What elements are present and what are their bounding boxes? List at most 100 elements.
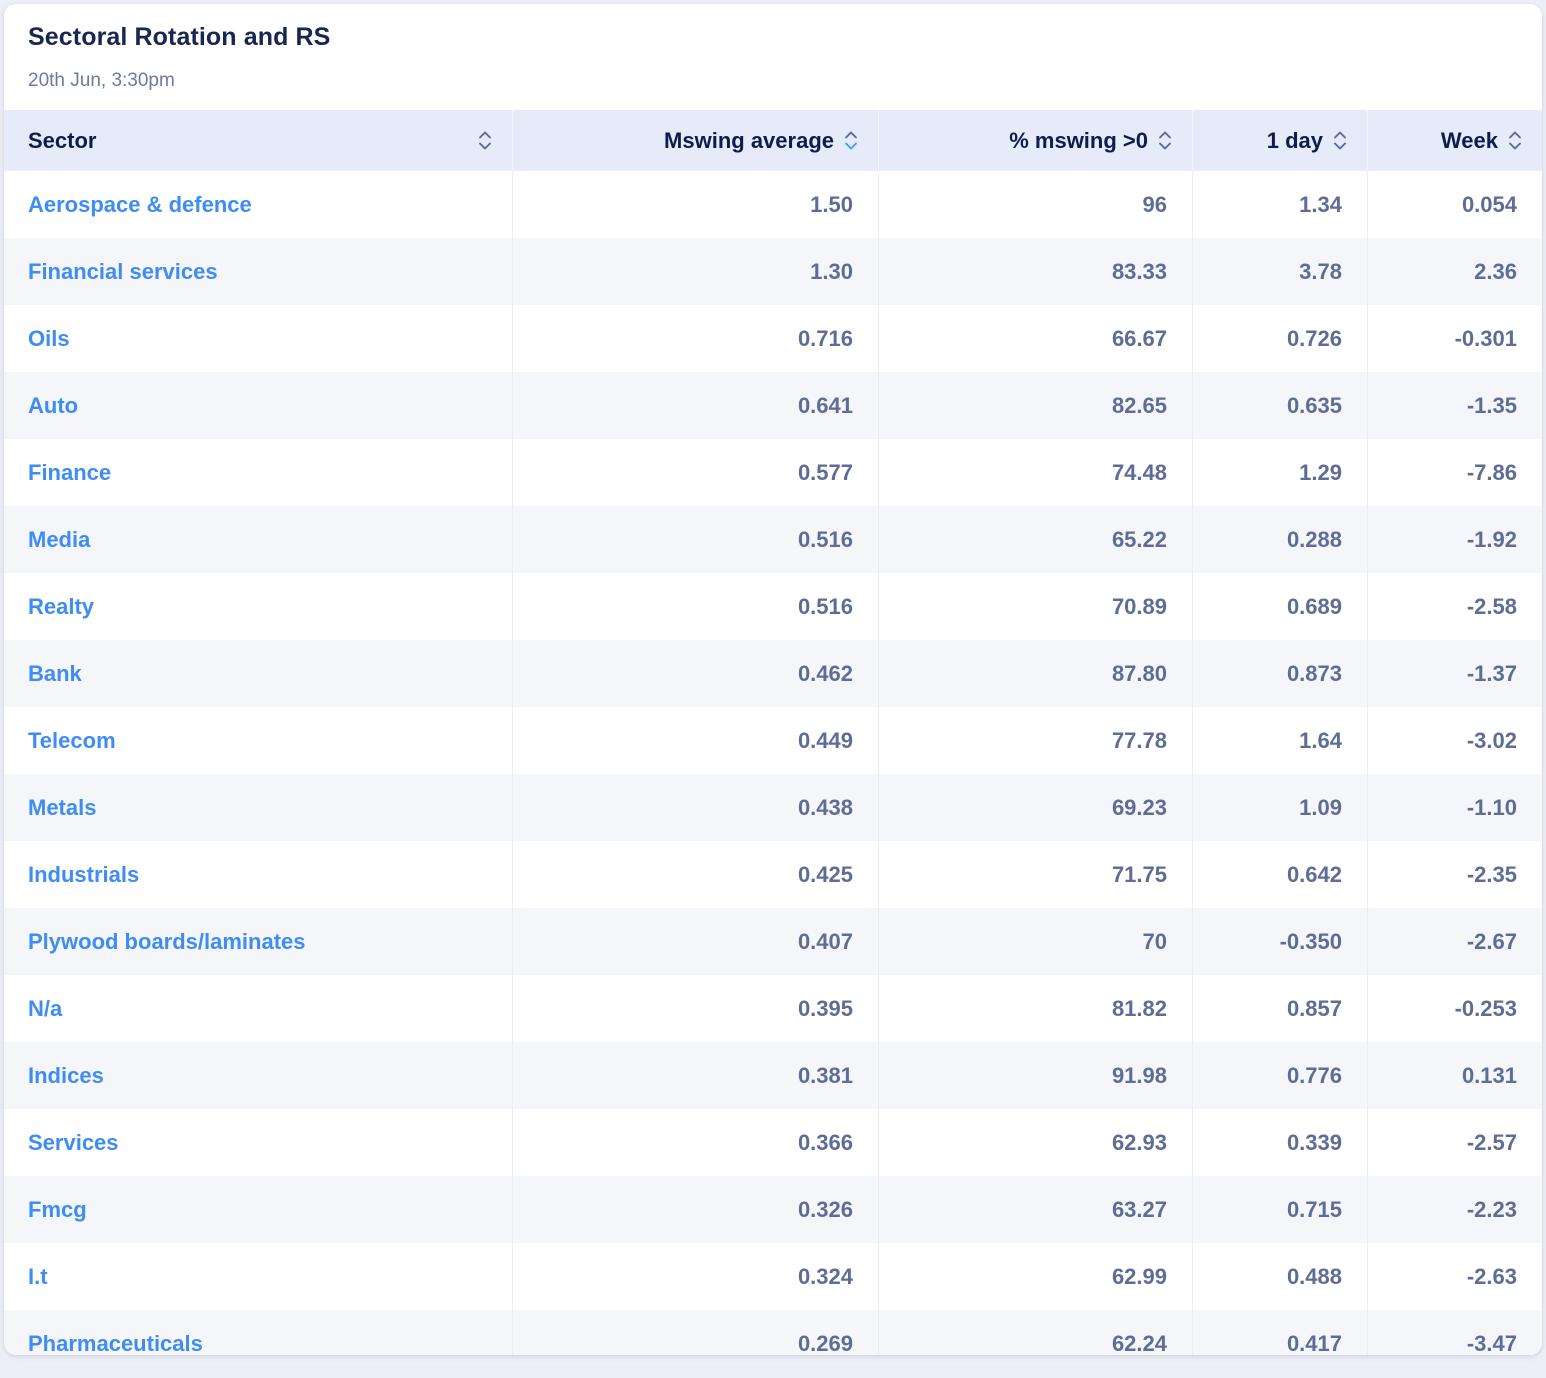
- card-header: Sectoral Rotation and RS 20th Jun, 3:30p…: [4, 4, 1542, 110]
- sector-link-cell[interactable]: Financial services: [4, 238, 513, 305]
- value-cell: -7.86: [1368, 439, 1542, 506]
- sector-link-cell[interactable]: Media: [4, 506, 513, 573]
- value-cell: 69.23: [879, 774, 1193, 841]
- table-body: Aerospace & defence 1.50 96 1.34 0.054 Financ…: [4, 171, 1542, 1355]
- sector-link-cell[interactable]: Industrials: [4, 841, 513, 908]
- card-title: Sectoral Rotation and RS: [28, 23, 331, 51]
- sector-link-cell[interactable]: Oils: [4, 305, 513, 372]
- sort-icons[interactable]: [1508, 131, 1522, 150]
- column-header-sector[interactable]: Sector: [4, 110, 513, 171]
- value-cell: 0.269: [513, 1310, 879, 1355]
- column-header-label: 1 day: [1266, 127, 1323, 153]
- value-cell: 1.50: [513, 171, 879, 238]
- sector-link-cell[interactable]: Telecom: [4, 707, 513, 774]
- sector-link-cell[interactable]: Bank: [4, 640, 513, 707]
- value-cell: 81.82: [879, 975, 1193, 1042]
- sector-link-cell[interactable]: N/a: [4, 975, 513, 1042]
- sector-link-cell[interactable]: Auto: [4, 372, 513, 439]
- sector-link-cell[interactable]: Realty: [4, 573, 513, 640]
- value-cell: 3.78: [1193, 238, 1368, 305]
- chevron-up-icon: [1333, 131, 1347, 139]
- value-cell: -0.350: [1193, 908, 1368, 975]
- table-row: Services 0.366 62.93 0.339 -2.57: [4, 1109, 1542, 1176]
- sector-link-cell[interactable]: Services: [4, 1109, 513, 1176]
- value-cell: 1.64: [1193, 707, 1368, 774]
- sector-link-cell[interactable]: Pharmaceuticals: [4, 1310, 513, 1355]
- value-cell: 66.67: [879, 305, 1193, 372]
- value-cell: -2.35: [1368, 841, 1542, 908]
- table-row: Bank 0.462 87.80 0.873 -1.37: [4, 640, 1542, 707]
- sector-link-cell[interactable]: I.t: [4, 1243, 513, 1310]
- table-row: Telecom 0.449 77.78 1.64 -3.02: [4, 707, 1542, 774]
- chevron-down-icon: [1333, 142, 1347, 150]
- value-cell: 0.873: [1193, 640, 1368, 707]
- chevron-down-icon: [1158, 142, 1172, 150]
- value-cell: 91.98: [879, 1042, 1193, 1109]
- value-cell: 74.48: [879, 439, 1193, 506]
- value-cell: 0.339: [1193, 1109, 1368, 1176]
- sector-link-cell[interactable]: Aerospace & defence: [4, 171, 513, 238]
- value-cell: -0.253: [1368, 975, 1542, 1042]
- value-cell: 0.776: [1193, 1042, 1368, 1109]
- value-cell: -2.58: [1368, 573, 1542, 640]
- table-row: Aerospace & defence 1.50 96 1.34 0.054: [4, 171, 1542, 238]
- value-cell: 0.642: [1193, 841, 1368, 908]
- sector-link-cell[interactable]: Finance: [4, 439, 513, 506]
- value-cell: 0.324: [513, 1243, 879, 1310]
- value-cell: 0.449: [513, 707, 879, 774]
- sectoral-rotation-card: Sectoral Rotation and RS 20th Jun, 3:30p…: [4, 4, 1542, 1355]
- table-row: Plywood boards/laminates 0.407 70 -0.350 -2.…: [4, 908, 1542, 975]
- value-cell: 0.438: [513, 774, 879, 841]
- table-row: N/a 0.395 81.82 0.857 -0.253: [4, 975, 1542, 1042]
- sort-icons[interactable]: [478, 131, 492, 150]
- table-header-row: Sector Mswing average: [4, 110, 1542, 171]
- value-cell: 65.22: [879, 506, 1193, 573]
- table-row: Auto 0.641 82.65 0.635 -1.35: [4, 372, 1542, 439]
- column-header-week[interactable]: Week: [1368, 110, 1542, 171]
- value-cell: -1.37: [1368, 640, 1542, 707]
- sort-icons[interactable]: [1333, 131, 1347, 150]
- value-cell: -2.23: [1368, 1176, 1542, 1243]
- sort-icons[interactable]: [844, 131, 858, 150]
- value-cell: 1.34: [1193, 171, 1368, 238]
- value-cell: -3.02: [1368, 707, 1542, 774]
- sector-link-cell[interactable]: Plywood boards/laminates: [4, 908, 513, 975]
- value-cell: -1.35: [1368, 372, 1542, 439]
- sector-link-cell[interactable]: Metals: [4, 774, 513, 841]
- value-cell: -0.301: [1368, 305, 1542, 372]
- value-cell: -2.67: [1368, 908, 1542, 975]
- value-cell: 0.462: [513, 640, 879, 707]
- value-cell: 82.65: [879, 372, 1193, 439]
- column-header-label: Sector: [28, 127, 97, 153]
- sector-link-cell[interactable]: Fmcg: [4, 1176, 513, 1243]
- column-header-pct-mswing[interactable]: % mswing >0: [879, 110, 1193, 171]
- value-cell: 63.27: [879, 1176, 1193, 1243]
- value-cell: 62.93: [879, 1109, 1193, 1176]
- sector-link-cell[interactable]: Indices: [4, 1042, 513, 1109]
- value-cell: 1.30: [513, 238, 879, 305]
- chevron-up-icon: [844, 131, 858, 139]
- value-cell: 0.516: [513, 506, 879, 573]
- table-row: Metals 0.438 69.23 1.09 -1.10: [4, 774, 1542, 841]
- table-row: Oils 0.716 66.67 0.726 -0.301: [4, 305, 1542, 372]
- column-header-one-day[interactable]: 1 day: [1193, 110, 1368, 171]
- sector-table: Sector Mswing average: [4, 110, 1542, 1355]
- table-row: Fmcg 0.326 63.27 0.715 -2.23: [4, 1176, 1542, 1243]
- column-header-mswing-average[interactable]: Mswing average: [513, 110, 879, 171]
- chevron-up-icon: [1158, 131, 1172, 139]
- value-cell: 0.395: [513, 975, 879, 1042]
- value-cell: 0.288: [1193, 506, 1368, 573]
- value-cell: 0.577: [513, 439, 879, 506]
- value-cell: 1.29: [1193, 439, 1368, 506]
- value-cell: -1.10: [1368, 774, 1542, 841]
- sort-icons[interactable]: [1158, 131, 1172, 150]
- column-header-label: % mswing >0: [1009, 127, 1148, 153]
- table-row: Media 0.516 65.22 0.288 -1.92: [4, 506, 1542, 573]
- value-cell: 0.715: [1193, 1176, 1368, 1243]
- value-cell: 0.726: [1193, 305, 1368, 372]
- chevron-down-icon: [1508, 142, 1522, 150]
- table-row: Financial services 1.30 83.33 3.78 2.36: [4, 238, 1542, 305]
- table-row: Industrials 0.425 71.75 0.642 -2.35: [4, 841, 1542, 908]
- chevron-down-icon: [478, 142, 492, 150]
